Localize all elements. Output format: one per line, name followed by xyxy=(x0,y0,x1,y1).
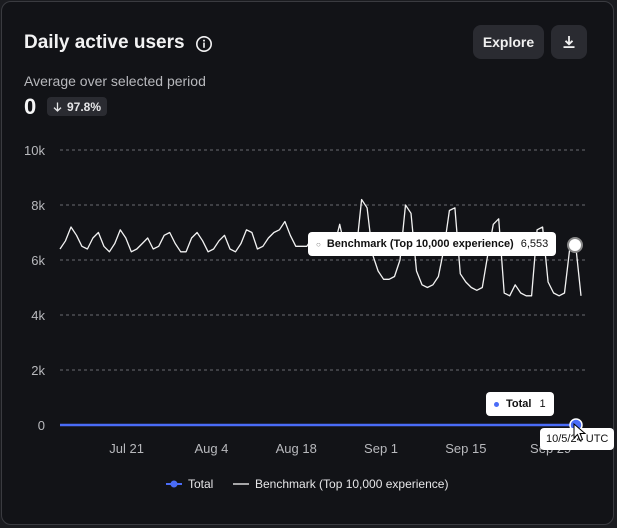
download-button[interactable] xyxy=(551,25,587,59)
cursor-icon xyxy=(573,423,587,442)
legend-total-swatch xyxy=(166,480,182,488)
total-tooltip-value: 1 xyxy=(539,398,546,410)
info-icon[interactable] xyxy=(195,35,213,53)
legend-benchmark[interactable]: Benchmark (Top 10,000 experience) xyxy=(233,477,448,491)
download-icon xyxy=(563,36,575,48)
benchmark-tooltip-label: Benchmark (Top 10,000 experience) xyxy=(326,238,514,250)
change-value: 97.8% xyxy=(67,99,102,114)
y-tick-label: 4k xyxy=(31,308,45,323)
x-tick-label: Sep 15 xyxy=(445,441,486,456)
total-tooltip-label: Total xyxy=(506,398,532,410)
benchmark-tooltip: ○ Benchmark (Top 10,000 experience) 6,55… xyxy=(308,232,557,256)
legend-benchmark-label: Benchmark (Top 10,000 experience) xyxy=(255,477,449,491)
benchmark-tooltip-marker: ○ xyxy=(316,239,321,249)
y-tick-label: 6k xyxy=(31,253,45,268)
x-tick-label: Jul 21 xyxy=(109,441,144,456)
total-tooltip-marker xyxy=(494,401,499,407)
y-tick-label: 8k xyxy=(31,198,45,213)
total-tooltip: Total 1 xyxy=(486,392,554,416)
legend-benchmark-swatch xyxy=(233,483,249,485)
legend-total-label: Total xyxy=(188,477,214,491)
x-tick-label: Sep 1 xyxy=(364,441,398,456)
y-tick-label: 10k xyxy=(24,143,45,158)
card-title: Daily active users xyxy=(24,32,185,53)
benchmark-tooltip-value: 6,553 xyxy=(520,238,549,250)
x-tick-label: Aug 18 xyxy=(276,441,317,456)
date-tooltip: 10/5/24 UTC xyxy=(540,428,615,450)
benchmark-hover-point xyxy=(567,237,583,253)
x-tick-label: Aug 4 xyxy=(194,441,228,456)
arrow-down-icon xyxy=(53,102,62,112)
y-tick-label: 2k xyxy=(31,363,45,378)
change-badge: 97.8% xyxy=(47,97,108,116)
y-tick-label: 0 xyxy=(38,418,45,433)
average-value: 0 xyxy=(24,94,37,119)
legend-total[interactable]: Total xyxy=(166,477,213,491)
average-subtitle: Average over selected period xyxy=(24,73,206,89)
explore-button[interactable]: Explore xyxy=(473,25,544,59)
